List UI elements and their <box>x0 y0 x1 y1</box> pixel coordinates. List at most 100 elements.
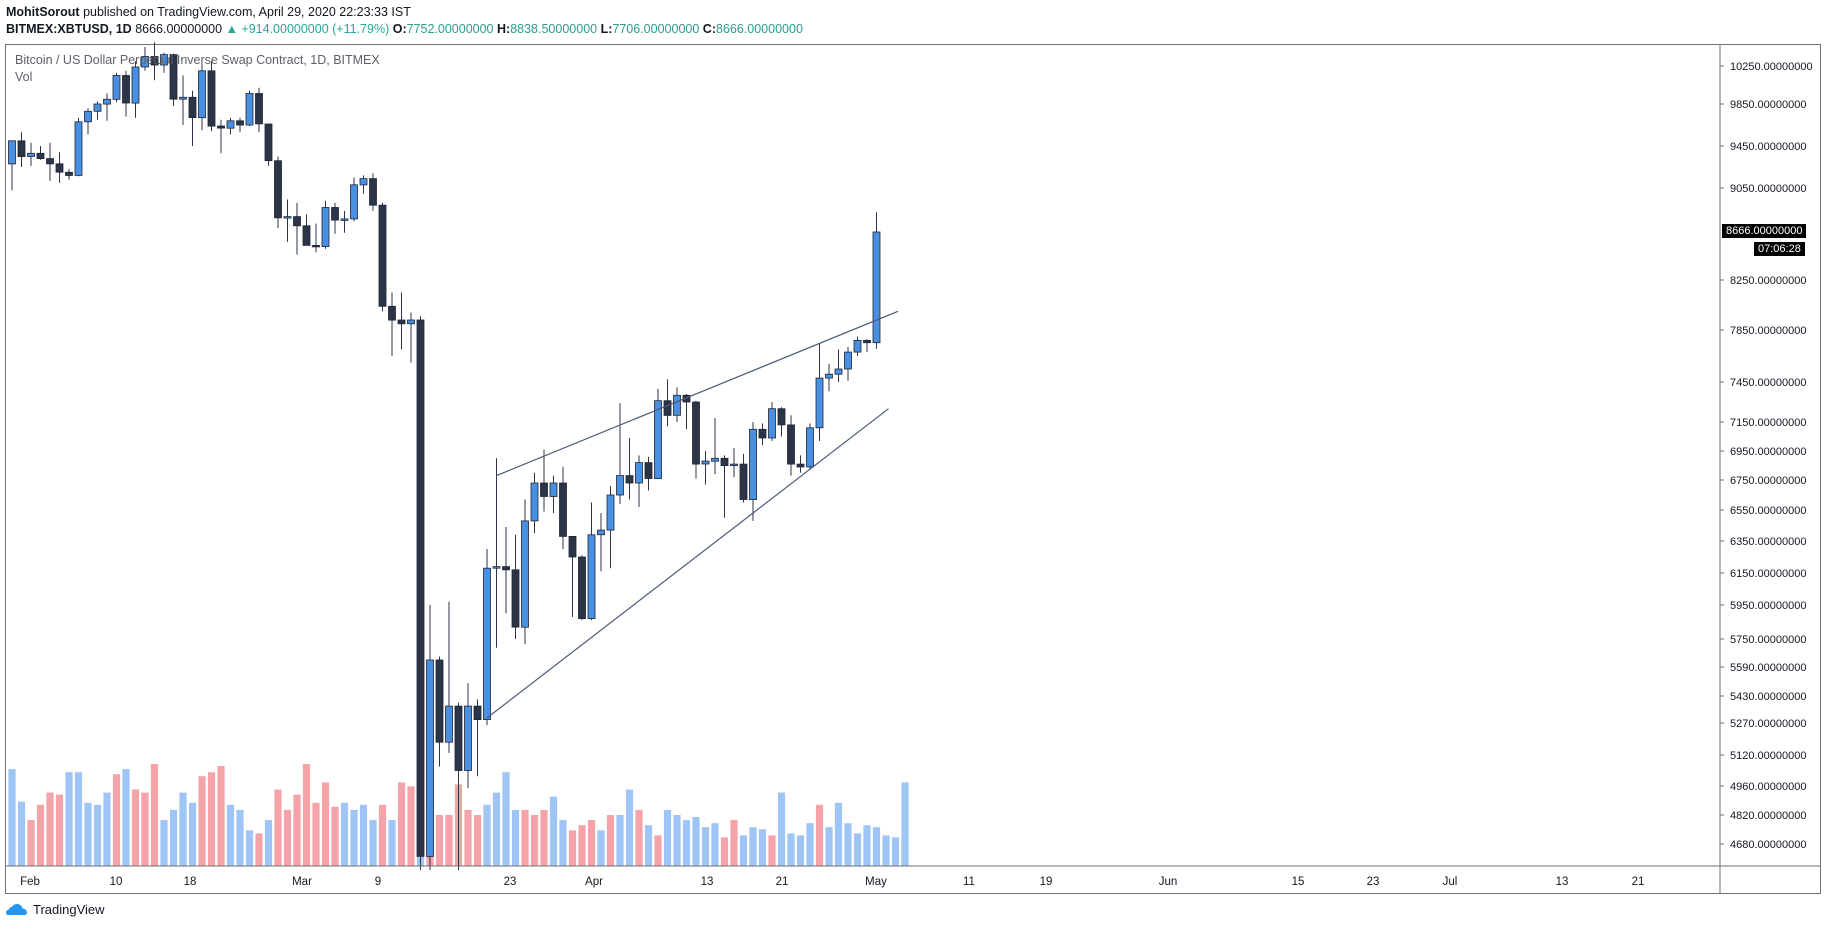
candle-body <box>407 319 415 325</box>
candle-body <box>711 457 719 462</box>
volume-bar <box>625 789 634 866</box>
candle-body <box>188 96 197 119</box>
volume-bar <box>787 833 795 866</box>
volume-bar <box>103 792 111 866</box>
candle-body <box>179 96 187 100</box>
high-label: H: <box>497 22 511 36</box>
volume-bar <box>796 835 805 866</box>
volume-bar <box>587 820 596 866</box>
volume-bar <box>825 827 833 866</box>
volume-bar <box>340 802 349 866</box>
y-tick-label: 6550.00000000 <box>1730 505 1806 517</box>
volume-bar <box>141 792 149 866</box>
candle-body <box>331 207 339 221</box>
y-tick-label: 5270.00000000 <box>1730 718 1806 730</box>
candle-body <box>169 54 178 100</box>
trendline-lower <box>486 408 889 719</box>
volume-bar <box>635 809 643 866</box>
tradingview-footer[interactable]: TradingView <box>6 902 105 917</box>
volume-bar <box>188 802 197 866</box>
volume-bar <box>768 835 776 866</box>
candle-body <box>426 659 434 857</box>
last-value: 8666.00000000 <box>135 22 223 36</box>
published-text: published on TradingView.com, April 29, … <box>83 5 411 19</box>
volume-bar <box>302 764 311 866</box>
volume-bar <box>872 827 881 866</box>
volume-bar <box>606 815 615 866</box>
candle-body <box>663 400 672 416</box>
volume-bar <box>739 835 748 866</box>
volume-bar <box>483 804 491 866</box>
candle-body <box>27 152 35 157</box>
candle-body <box>730 463 738 467</box>
candle-body <box>806 427 814 468</box>
x-tick-label: 11 <box>963 876 975 888</box>
volume-bar <box>331 806 339 866</box>
volume-bar <box>350 809 358 866</box>
candle-body <box>17 140 26 158</box>
volume-bar <box>758 829 767 866</box>
candle-body <box>511 569 520 628</box>
candle-body <box>768 408 776 439</box>
volume-bar <box>112 774 121 866</box>
candle-body <box>264 123 273 162</box>
x-tick-label: 13 <box>1556 876 1569 888</box>
volume-bar <box>692 817 700 866</box>
candle-body <box>777 408 786 426</box>
y-tick-label: 9850.00000000 <box>1730 99 1806 111</box>
candle-body <box>844 351 852 370</box>
tradingview-logo-icon <box>6 903 27 915</box>
candle-body <box>112 75 121 100</box>
volume-bar <box>169 809 178 866</box>
candle-body <box>492 566 501 569</box>
volume-bar <box>834 802 843 866</box>
countdown-tag: 07:06:28 <box>1754 242 1805 256</box>
open-label: O: <box>392 22 407 36</box>
trendlines <box>486 310 899 719</box>
open-value: 7752.00000000 <box>406 22 494 36</box>
volume-bar <box>435 815 444 866</box>
candle-body <box>521 520 529 628</box>
candle-body <box>758 428 767 439</box>
candle-body <box>160 54 168 66</box>
volume-bar <box>644 825 653 866</box>
candle-body <box>122 75 130 104</box>
candle-body <box>616 475 624 496</box>
chart-frame[interactable] <box>5 44 1821 894</box>
volume-bar <box>46 792 54 866</box>
candle-body <box>549 482 558 497</box>
y-tick-label: 6950.00000000 <box>1730 446 1806 458</box>
volume-bar <box>578 825 586 866</box>
y-tick-label: 4960.00000000 <box>1730 781 1806 793</box>
volume-bar <box>815 804 824 866</box>
change-value: ▲ +914.00000000 (+11.79%) <box>225 22 390 36</box>
x-tick-label: 9 <box>375 876 381 888</box>
volume-bar <box>55 794 64 866</box>
trendline-upper <box>496 310 899 477</box>
x-tick-label: May <box>865 876 887 888</box>
volume-bar <box>293 794 301 866</box>
y-tick-label: 5750.00000000 <box>1730 634 1806 646</box>
candle-body <box>796 463 805 468</box>
volume-bar <box>521 809 529 866</box>
volume-bar <box>274 789 282 866</box>
volume-bar <box>616 815 624 866</box>
x-tick-label: 21 <box>1632 876 1645 888</box>
candle-body <box>255 93 263 125</box>
y-tick-label: 7450.00000000 <box>1730 377 1806 389</box>
volume-bar <box>777 792 786 866</box>
candle-body <box>293 216 301 227</box>
author-name[interactable]: MohitSorout <box>6 5 80 19</box>
high-value: 8838.50000000 <box>510 22 598 36</box>
volume-bar <box>568 830 577 866</box>
x-tick-label: 23 <box>1367 876 1380 888</box>
volume-bar <box>559 820 567 866</box>
low-value: 7706.00000000 <box>612 22 700 36</box>
volume-bar <box>264 820 273 866</box>
volume-bar <box>407 786 415 866</box>
candle-body <box>321 207 330 247</box>
candle-body <box>217 125 225 129</box>
low-label: L: <box>600 22 613 36</box>
